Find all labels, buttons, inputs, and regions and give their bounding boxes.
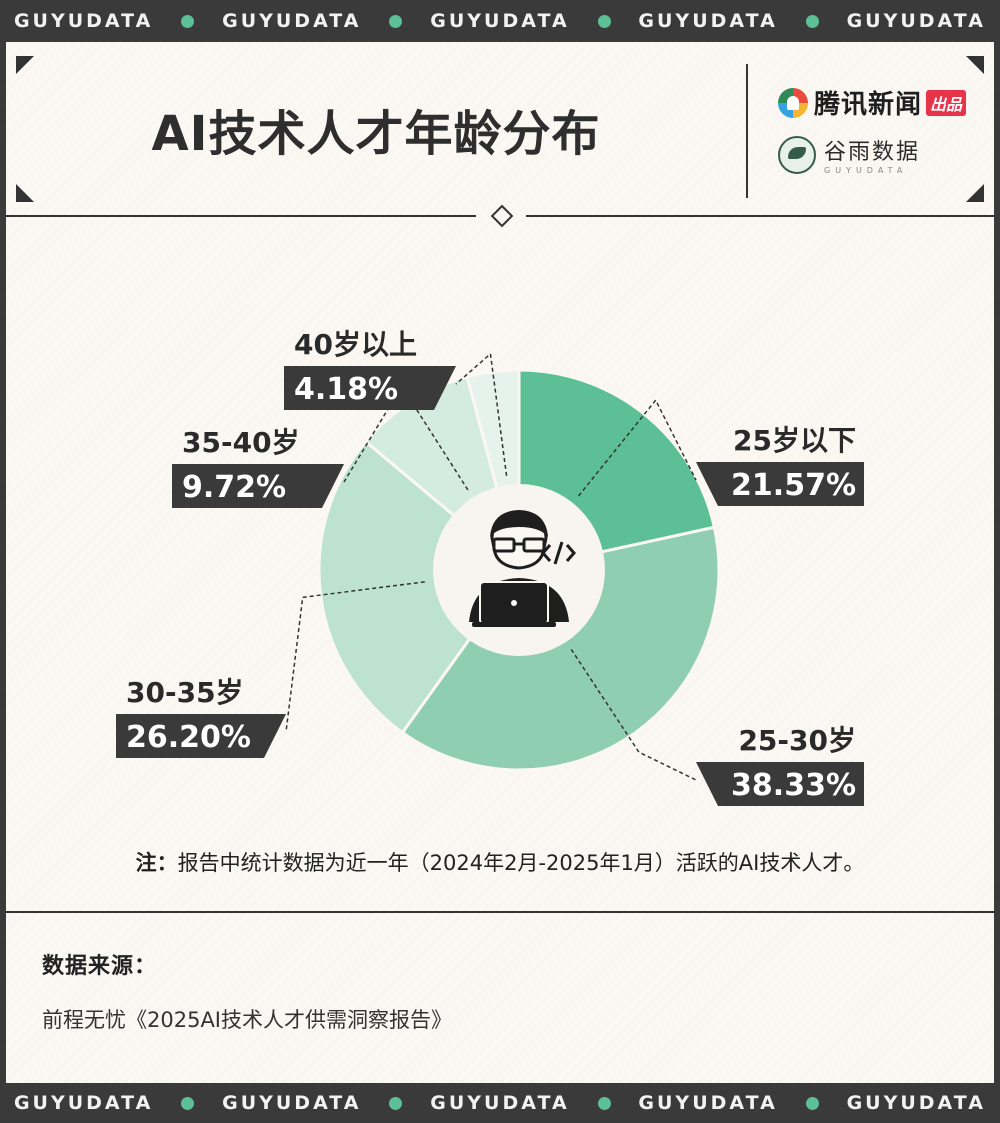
slice-category-label: 25岁以下 [733,424,856,457]
banner-dot [805,1096,819,1110]
banner-dot [389,14,403,28]
banner-dot [597,1096,611,1110]
corner-mark [16,184,34,202]
source-label: 数据来源： [42,954,158,979]
developer-icon [433,484,605,656]
section-divider [6,215,476,217]
footnote-prefix: 注： [135,851,178,875]
slice-category-label: 40岁以上 [294,328,417,361]
banner-text: GUYUDATA [13,10,154,32]
slice-value-label: 38.33% [731,768,856,803]
banner-dot [597,14,611,28]
pie-slice [400,525,721,772]
header-divider [746,64,748,198]
banner-dot [181,14,195,28]
slice-category-label: 35-40岁 [182,426,300,459]
guyu-data-name: 谷雨数据 [824,140,921,165]
tencent-news-tag: 出品 [926,89,967,116]
bottom-banner: GUYUDATA GUYUDATA GUYUDATA GUYUDATA GUYU… [0,1083,1000,1123]
infographic-card: AI技术人才年龄分布 腾讯新闻 出品 谷雨数据 GUYUDATA 25岁以下 21… [6,42,994,1083]
footnote-text: 报告中统计数据为近一年（2024年2月-2025年1月）活跃的AI技术人才。 [177,851,865,875]
value-badge [696,762,864,806]
value-badge [172,464,344,508]
value-badge [116,714,286,758]
banner-text: GUYUDATA [846,1092,986,1114]
guyu-data-subname: GUYUDATA [824,166,908,175]
tencent-news-icon [778,87,808,118]
banner-text: GUYUDATA [13,1092,154,1114]
banner-text: GUYUDATA [430,1092,570,1114]
banner-text: GUYUDATA [638,1092,778,1114]
guyu-data-logo: 谷雨数据 GUYUDATA [778,134,920,175]
banner-dot [389,1096,403,1110]
slice-category-label: 25-30岁 [738,724,856,757]
banner-text: GUYUDATA [638,10,778,32]
leader-line [285,581,425,733]
leader-line [455,352,508,476]
slice-value-label: 26.20% [126,720,251,755]
banner-text: GUYUDATA [222,1092,362,1114]
corner-mark [966,184,984,202]
corner-mark [966,56,984,74]
bird-icon [778,135,816,174]
footer-divider [6,911,994,913]
source-text: 前程无忧《2025AI技术人才供需洞察报告》 [42,1008,453,1032]
page-title: AI技术人才年龄分布 [151,106,601,162]
slice-value-label: 9.72% [182,470,286,505]
leader-line [577,398,697,497]
banner-text: GUYUDATA [222,10,362,32]
tencent-news-name: 腾讯新闻 [814,90,923,120]
banner-dot [805,14,819,28]
slice-category-label: 30-35岁 [126,676,244,709]
section-divider [526,215,994,217]
banner-text: GUYUDATA [846,10,986,32]
slice-value-label: 4.18% [294,372,398,407]
tencent-news-logo: 腾讯新闻 出品 [778,84,967,121]
leader-line [570,648,697,781]
donut-chart: 25岁以下 21.57% 25-30岁 38.33% 30-35岁 26.20% 35-40… [116,328,864,806]
slice-value-label: 21.57% [731,468,856,503]
banner-text: GUYUDATA [430,10,570,32]
value-badge [696,462,864,506]
banner-dot [181,1096,195,1110]
top-banner: GUYUDATA GUYUDATA GUYUDATA GUYUDATA GUYU… [0,0,1000,42]
value-badge [284,366,456,410]
footnote: 注：报告中统计数据为近一年（2024年2月-2025年1月）活跃的AI技术人才。 [6,847,994,877]
corner-mark [16,56,34,74]
